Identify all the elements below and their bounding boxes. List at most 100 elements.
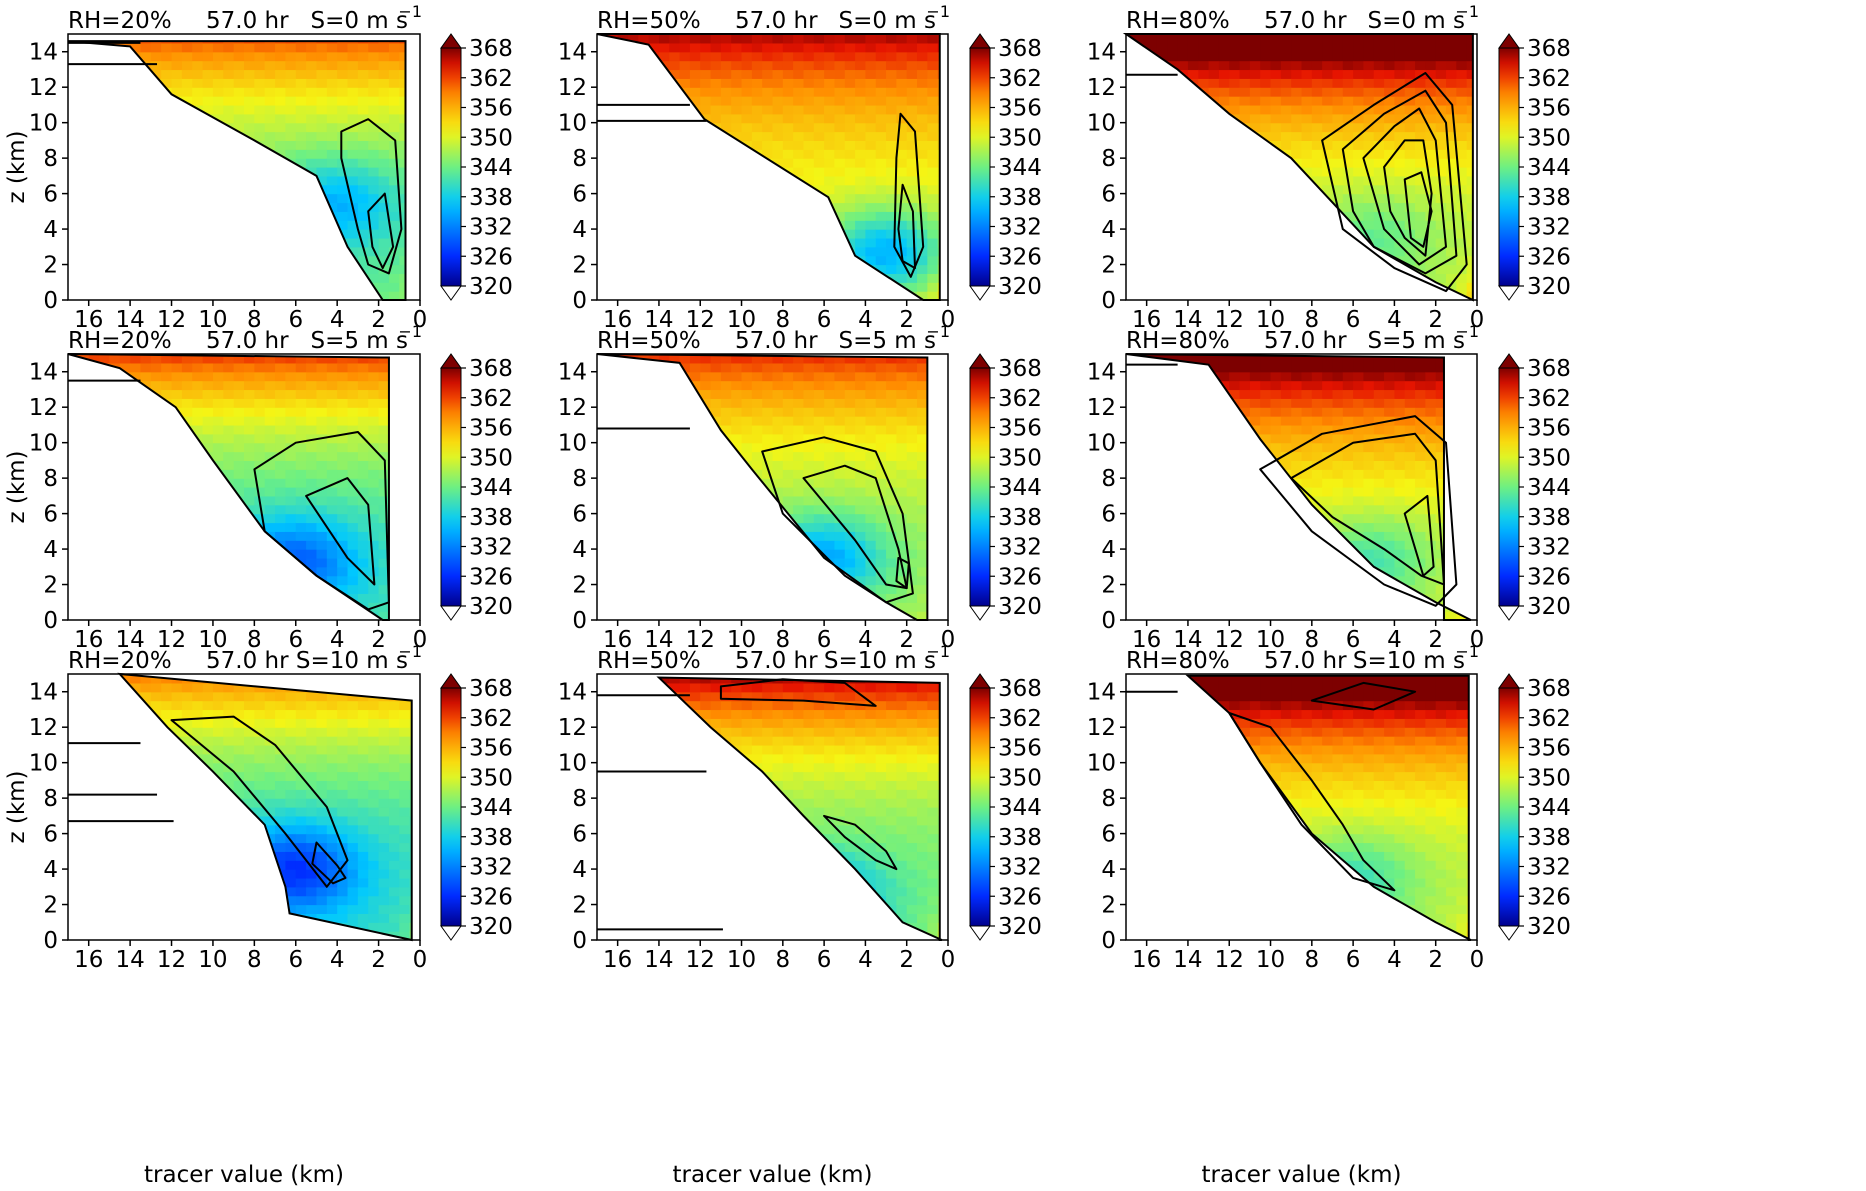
heatmap-cell	[679, 140, 691, 150]
heatmap-cell	[388, 557, 389, 568]
heatmap-cell	[275, 371, 287, 382]
heatmap-cell	[410, 593, 421, 602]
heatmap-cell	[399, 354, 410, 363]
heatmap-cell	[223, 549, 235, 559]
heatmap-cell	[793, 246, 805, 257]
heatmap-cell	[793, 104, 805, 115]
heatmap-cell	[813, 584, 825, 594]
heatmap-cell	[689, 407, 701, 417]
heatmap-cell	[1342, 131, 1354, 141]
heatmap-cell	[751, 566, 763, 577]
heatmap-cell	[782, 549, 794, 559]
heatmap-cell	[1177, 229, 1189, 239]
heatmap-cell	[88, 540, 100, 550]
heatmap-cell	[865, 122, 877, 133]
heatmap-cell	[1435, 60, 1447, 71]
heatmap-cell	[68, 202, 79, 212]
heatmap-cell	[306, 433, 318, 444]
heatmap-cell	[1322, 255, 1334, 266]
heatmap-cell	[1373, 220, 1385, 230]
heatmap-cell	[161, 442, 173, 453]
heatmap-cell	[1291, 78, 1303, 88]
heatmap-cell	[751, 158, 763, 168]
heatmap-cell	[917, 291, 928, 300]
heatmap-cell	[669, 131, 681, 141]
heatmap-cell	[1456, 78, 1468, 88]
heatmap-cell	[1466, 51, 1473, 62]
heatmap-cell	[772, 202, 784, 212]
heatmap-cell	[1126, 282, 1137, 292]
heatmap-cell	[1363, 87, 1375, 97]
heatmap-cell	[1239, 78, 1251, 88]
heatmap-cell	[669, 104, 681, 115]
heatmap-cell	[731, 42, 743, 53]
heatmap-cell	[917, 282, 928, 292]
heatmap-cell	[202, 611, 214, 620]
heatmap-cell	[99, 407, 111, 417]
heatmap-cell	[762, 549, 774, 559]
heatmap-cell	[399, 531, 410, 540]
heatmap-cell	[1126, 175, 1137, 186]
heatmap-cell	[1291, 122, 1303, 133]
heatmap-cell	[1384, 167, 1396, 177]
heatmap-cell	[1187, 167, 1199, 177]
heatmap-cell	[834, 131, 846, 141]
heatmap-cell	[658, 42, 670, 53]
heatmap-cell	[202, 531, 214, 541]
heatmap-cell	[751, 362, 763, 373]
heatmap-cell	[295, 255, 307, 266]
heatmap-cell	[689, 237, 701, 248]
heatmap-cell	[617, 42, 629, 53]
heatmap-cell	[202, 371, 214, 382]
heatmap-cell	[1198, 60, 1210, 71]
heatmap-cell	[1208, 264, 1220, 274]
heatmap-cell	[388, 371, 389, 382]
heatmap-cell	[617, 69, 629, 79]
heatmap-cell	[834, 113, 846, 124]
heatmap-cell	[1301, 51, 1313, 62]
heatmap-cell	[410, 176, 421, 185]
heatmap-cell	[1126, 193, 1137, 204]
heatmap-cell	[347, 442, 359, 453]
heatmap-cell	[378, 611, 389, 620]
heatmap-cell	[1384, 184, 1396, 195]
heatmap-cell	[109, 549, 121, 559]
colorbar-tick-label: 362	[469, 386, 513, 412]
heatmap-cell	[378, 193, 390, 204]
heatmap-cell	[78, 460, 90, 470]
heatmap-cell	[1446, 255, 1457, 266]
heatmap-cell	[68, 229, 79, 239]
heatmap-cell	[782, 575, 794, 586]
heatmap-cell	[1156, 184, 1168, 195]
heatmap-cell	[388, 96, 400, 106]
heatmap-cell	[275, 575, 287, 586]
heatmap-cell	[171, 540, 183, 550]
heatmap-cell	[1126, 246, 1137, 257]
heatmap-cell	[295, 78, 307, 88]
heatmap-cell	[192, 513, 204, 524]
heatmap-cell	[357, 611, 369, 620]
heatmap-cell	[772, 211, 784, 221]
heatmap-cell	[1177, 237, 1189, 248]
heatmap-cell	[337, 398, 349, 408]
heatmap-cell	[326, 131, 338, 141]
heatmap-cell	[140, 513, 152, 524]
heatmap-cell	[202, 540, 214, 550]
heatmap-cell	[617, 51, 629, 62]
heatmap-cell	[844, 211, 856, 221]
heatmap-cell	[720, 211, 732, 221]
heatmap-cell	[181, 602, 193, 612]
heatmap-cell	[1198, 229, 1210, 239]
heatmap-cell	[254, 60, 266, 71]
heatmap-cell	[751, 495, 763, 506]
x-tick-label: 2	[371, 627, 386, 653]
heatmap-cell	[762, 122, 774, 133]
heatmap-cell	[731, 460, 743, 470]
heatmap-cell	[399, 273, 406, 283]
heatmap-cell	[597, 122, 608, 133]
heatmap-cell	[275, 51, 287, 62]
heatmap-cell	[1435, 291, 1447, 300]
heatmap-cell	[762, 469, 774, 479]
heatmap-cell	[679, 495, 691, 506]
heatmap-cell	[378, 246, 390, 257]
